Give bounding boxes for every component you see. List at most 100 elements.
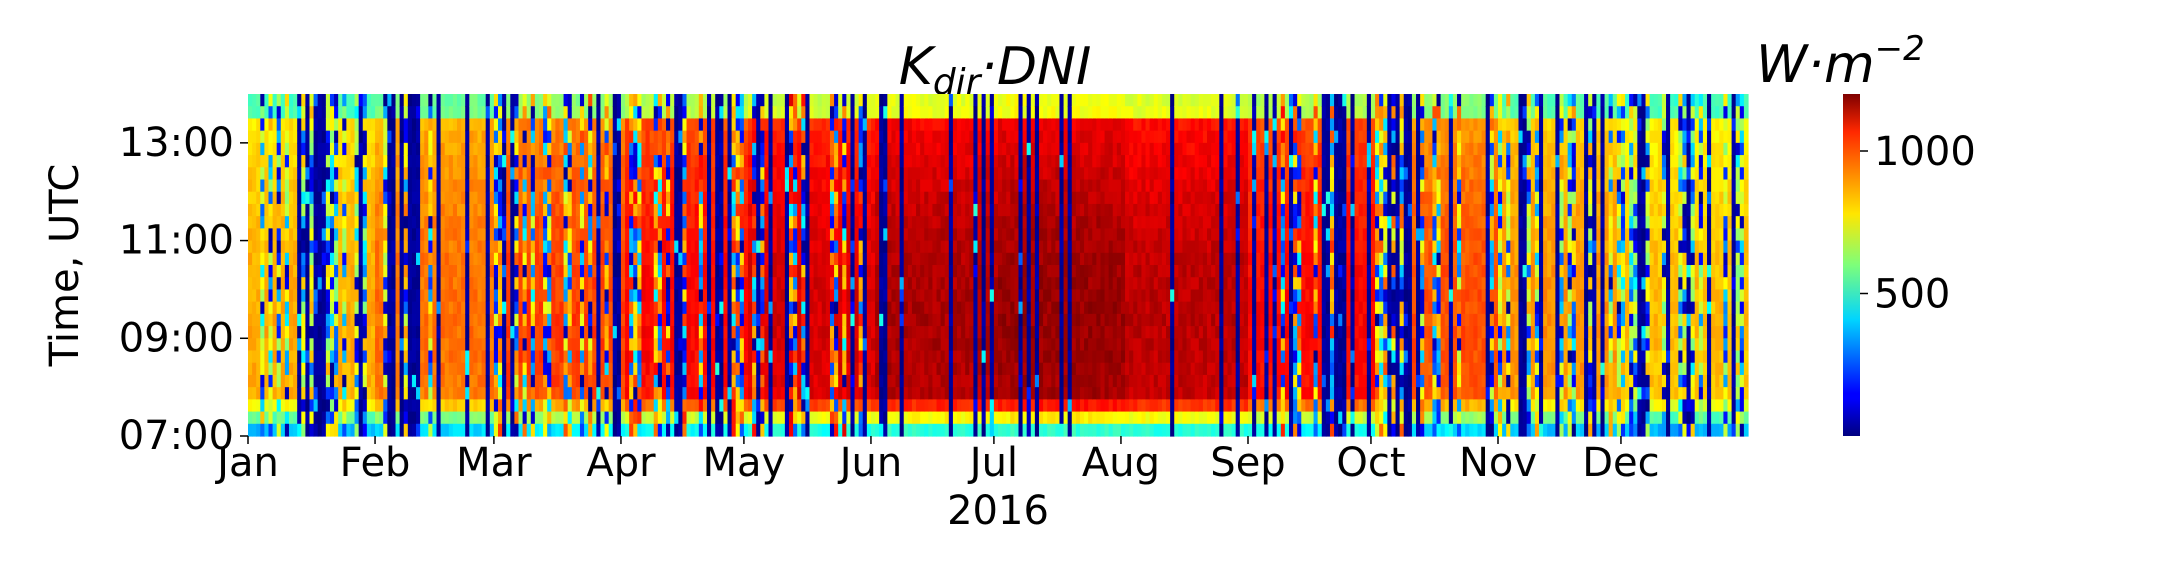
heatmap-cell xyxy=(870,228,876,242)
heatmap-cell xyxy=(604,216,610,229)
heatmap-cell xyxy=(727,216,733,229)
heatmap-cell xyxy=(719,423,725,437)
heatmap-cell xyxy=(916,338,921,352)
heatmap-cell xyxy=(387,423,393,437)
heatmap-cell xyxy=(551,106,556,120)
heatmap-cell xyxy=(641,155,647,168)
heatmap-cell xyxy=(420,228,425,242)
heatmap-cell xyxy=(530,142,536,156)
heatmap-cell xyxy=(674,265,679,278)
heatmap-cell xyxy=(969,203,975,217)
heatmap-cell xyxy=(379,203,384,217)
heatmap-cell xyxy=(563,130,569,144)
heatmap-cell xyxy=(321,191,327,205)
heatmap-cell xyxy=(715,203,720,217)
heatmap-cell xyxy=(264,423,270,437)
heatmap-cell xyxy=(920,216,925,229)
heatmap-cell xyxy=(629,118,634,132)
heatmap-cell xyxy=(834,228,839,242)
heatmap-cell xyxy=(772,362,778,376)
heatmap-cell xyxy=(731,326,737,339)
heatmap-cell xyxy=(973,228,979,242)
heatmap-cell xyxy=(887,338,893,352)
heatmap-cell xyxy=(272,106,278,120)
heatmap-cell xyxy=(760,374,765,388)
heatmap-cell xyxy=(567,301,573,315)
heatmap-cell xyxy=(256,387,261,400)
heatmap-cell xyxy=(793,203,798,217)
heatmap-cell xyxy=(858,301,864,315)
heatmap-cell xyxy=(756,142,761,156)
heatmap-cell xyxy=(317,338,323,352)
heatmap-cell xyxy=(280,106,286,120)
heatmap-cell xyxy=(473,362,479,376)
heatmap-cell xyxy=(506,142,511,156)
heatmap-cell xyxy=(911,399,917,413)
heatmap-cell xyxy=(608,228,614,242)
heatmap-cell xyxy=(383,362,388,376)
heatmap-cell xyxy=(411,265,417,278)
heatmap-cell xyxy=(850,350,856,364)
heatmap-cell xyxy=(416,350,421,364)
heatmap-cell xyxy=(395,277,401,291)
heatmap-cell xyxy=(633,94,638,107)
heatmap-cell xyxy=(329,179,335,193)
heatmap-cell xyxy=(375,203,380,217)
heatmap-cell xyxy=(784,252,790,266)
heatmap-cell xyxy=(469,301,475,315)
heatmap-cell xyxy=(600,338,606,352)
heatmap-cell xyxy=(493,423,499,437)
heatmap-cell xyxy=(834,106,839,120)
heatmap-cell xyxy=(473,94,479,107)
heatmap-cell xyxy=(920,265,925,278)
heatmap-cell xyxy=(850,301,856,315)
heatmap-cell xyxy=(592,240,597,254)
heatmap-cell xyxy=(325,265,331,278)
heatmap-cell xyxy=(834,155,839,168)
heatmap-cell xyxy=(657,191,663,205)
heatmap-cell xyxy=(334,179,339,193)
heatmap-cell xyxy=(678,155,684,168)
heatmap-cell xyxy=(305,338,311,352)
heatmap-cell xyxy=(764,362,770,376)
heatmap-cell xyxy=(694,228,700,242)
heatmap-cell xyxy=(596,411,602,425)
heatmap-cell xyxy=(801,191,806,205)
heatmap-cell xyxy=(961,228,966,242)
heatmap-cell xyxy=(948,350,954,364)
heatmap-cell xyxy=(276,289,282,303)
heatmap-cell xyxy=(301,423,306,437)
heatmap-cell xyxy=(305,179,311,193)
heatmap-cell xyxy=(338,240,343,254)
heatmap-cell xyxy=(825,216,831,229)
heatmap-cell xyxy=(924,313,929,327)
heatmap-cell xyxy=(772,411,778,425)
heatmap-cell xyxy=(805,326,811,339)
heatmap-cell xyxy=(928,240,934,254)
heatmap-cell xyxy=(338,399,343,413)
heatmap-cell xyxy=(362,252,368,266)
heatmap-cell xyxy=(264,362,270,376)
heatmap-cell xyxy=(715,423,720,437)
heatmap-cell xyxy=(817,130,823,144)
heatmap-cell xyxy=(514,338,520,352)
heatmap-cell xyxy=(522,313,528,327)
heatmap-cell xyxy=(752,374,757,388)
heatmap-cell xyxy=(530,301,536,315)
heatmap-cell xyxy=(854,118,860,132)
heatmap-cell xyxy=(608,374,614,388)
heatmap-cell xyxy=(879,216,884,229)
heatmap-cell xyxy=(887,155,893,168)
heatmap-cell xyxy=(391,155,397,168)
heatmap-cell xyxy=(256,399,261,413)
heatmap-cell xyxy=(354,399,360,413)
heatmap-cell xyxy=(465,240,470,254)
heatmap-cell xyxy=(620,374,626,388)
heatmap-cell xyxy=(743,203,749,217)
heatmap-cell xyxy=(760,338,765,352)
heatmap-cell xyxy=(825,277,831,291)
heatmap-cell xyxy=(465,216,470,229)
heatmap-cell xyxy=(325,130,331,144)
heatmap-cell xyxy=(764,423,770,437)
heatmap-cell xyxy=(924,155,929,168)
